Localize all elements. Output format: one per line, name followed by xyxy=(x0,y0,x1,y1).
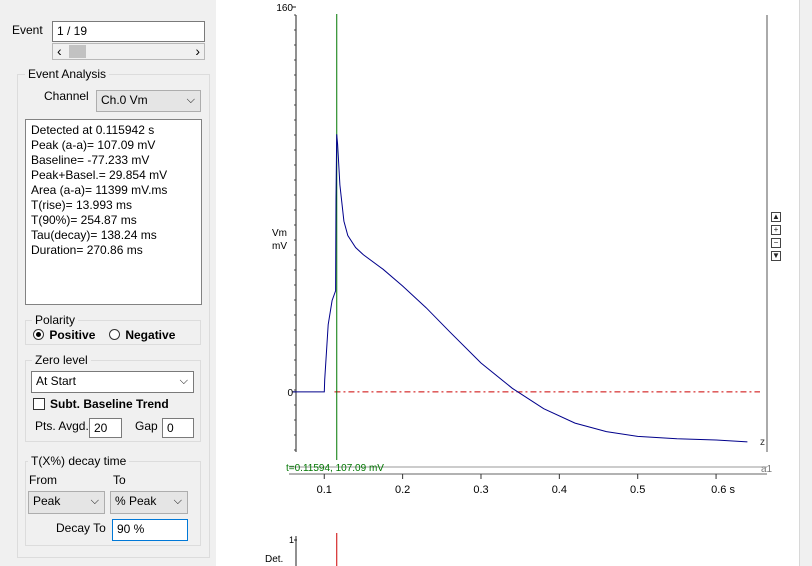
result-baseline: Baseline= -77.233 mV xyxy=(31,153,150,167)
to-select[interactable]: % Peak ⌵ xyxy=(110,491,188,514)
pts-avgd-field[interactable]: 20 xyxy=(89,418,122,438)
zoom-up-icon[interactable]: ▲ xyxy=(771,212,781,222)
x-tick-label: 0.6 s xyxy=(711,484,735,496)
to-select-value: % Peak xyxy=(115,494,157,508)
cursor-readout: t=0.11594, 107.09 mV xyxy=(286,463,384,474)
window-right-edge xyxy=(799,0,812,566)
gap-label: Gap xyxy=(135,419,158,433)
positive-label: Positive xyxy=(49,328,96,342)
radio-negative[interactable] xyxy=(109,329,120,340)
result-detected-at: Detected at 0.115942 s xyxy=(31,123,155,137)
zero-level-value: At Start xyxy=(36,374,77,388)
result-peak: Peak (a-a)= 107.09 mV xyxy=(31,138,156,152)
x-tick-label: 0.1 xyxy=(317,484,332,496)
polarity-title: Polarity xyxy=(32,313,79,327)
zoom-in-icon[interactable]: + xyxy=(771,225,781,235)
result-duration: Duration= 270.86 ms xyxy=(31,243,143,257)
x-tick-label: 0.3 xyxy=(473,484,488,496)
zero-level-select[interactable]: At Start ⌵ xyxy=(31,371,194,393)
radio-positive[interactable] xyxy=(33,329,44,340)
to-label: To xyxy=(113,473,126,487)
event-label: Event xyxy=(12,23,43,37)
scroll-right-icon[interactable]: › xyxy=(195,43,200,59)
chevron-down-icon: ⌵ xyxy=(186,94,195,106)
decay-to-label: Decay To xyxy=(56,521,106,535)
zero-level-group xyxy=(25,360,201,442)
subtract-trend-label: Subt. Baseline Trend xyxy=(50,397,169,411)
zoom-down-icon[interactable]: ▼ xyxy=(771,251,781,261)
scroll-left-icon[interactable]: ‹ xyxy=(57,43,62,59)
result-area: Area (a-a)= 11399 mV.ms xyxy=(31,183,168,197)
x-tick-label: 0.5 xyxy=(630,484,645,496)
x-tick-label: 0.2 xyxy=(395,484,410,496)
gap-field[interactable]: 0 xyxy=(162,418,194,438)
y-tick-label: 0 xyxy=(287,388,293,399)
polarity-positive-option[interactable]: Positive xyxy=(33,328,95,342)
event-analysis-panel: Event 1 / 19 ‹ › Event Analysis Channel … xyxy=(0,0,216,566)
chevron-down-icon: ⌵ xyxy=(173,495,182,507)
polarity-group xyxy=(25,320,201,345)
chevron-down-icon: ⌵ xyxy=(179,375,188,387)
from-select[interactable]: Peak ⌵ xyxy=(28,491,105,514)
channel-select[interactable]: Ch.0 Vm ⌵ xyxy=(96,90,201,112)
pts-avgd-label: Pts. Avgd. xyxy=(35,419,89,433)
result-t-90: T(90%)= 254.87 ms xyxy=(31,213,137,227)
det-label: Det. xyxy=(265,554,283,565)
channel-label: Channel xyxy=(44,89,89,103)
result-tau-decay: Tau(decay)= 138.24 ms xyxy=(31,228,157,242)
result-t-rise: T(rise)= 13.993 ms xyxy=(31,198,133,212)
event-analysis-title: Event Analysis xyxy=(25,67,110,81)
results-list[interactable]: Detected at 0.115942 s Peak (a-a)= 107.0… xyxy=(25,119,202,305)
event-scrollbar[interactable]: ‹ › xyxy=(52,43,205,60)
chevron-down-icon: ⌵ xyxy=(90,495,99,507)
y-axis-label-vm: Vm xyxy=(272,228,287,239)
y-axis-label-mv: mV xyxy=(272,241,287,252)
subtract-trend-checkbox[interactable] xyxy=(33,398,45,410)
event-analysis-group xyxy=(17,74,210,558)
scroll-thumb[interactable] xyxy=(69,45,86,58)
result-peak-plus-baseline: Peak+Basel.= 29.854 mV xyxy=(31,168,168,182)
trace-end-label: z xyxy=(760,437,765,448)
polarity-negative-option[interactable]: Negative xyxy=(109,328,175,342)
det-tick-label: 1 xyxy=(289,535,294,545)
from-label: From xyxy=(29,473,57,487)
signal-trace xyxy=(292,134,748,443)
channel-select-value: Ch.0 Vm xyxy=(101,93,148,107)
from-select-value: Peak xyxy=(33,494,61,508)
decay-to-field[interactable]: 90 % xyxy=(112,519,188,541)
x-tick-label: 0.4 xyxy=(552,484,567,496)
zero-level-title: Zero level xyxy=(32,353,91,367)
zoom-out-icon[interactable]: − xyxy=(771,238,781,248)
negative-label: Negative xyxy=(125,328,176,342)
event-number-field[interactable]: 1 / 19 xyxy=(52,21,205,42)
axis-end-label: a1 xyxy=(761,464,773,475)
y-tick-label: 160 xyxy=(276,3,293,14)
decay-time-title: T(X%) decay time xyxy=(28,454,130,468)
